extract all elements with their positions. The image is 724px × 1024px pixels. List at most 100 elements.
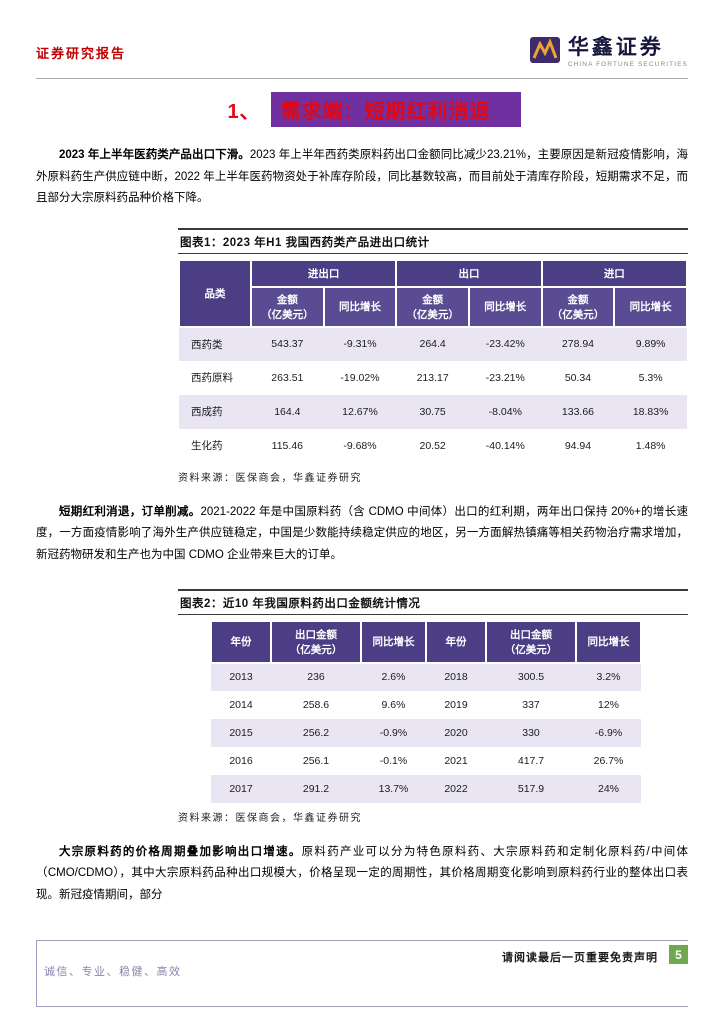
table-cell: 30.75 [419, 405, 446, 418]
table-cell: 2.6% [381, 671, 406, 684]
report-type-label: 证券研究报告 [36, 46, 127, 61]
table-cell: 2018 [444, 671, 468, 684]
amount-unit-label: （亿美元） [551, 308, 605, 321]
brand-name: 华鑫证券 [567, 36, 664, 60]
table-cell: 2013 [229, 671, 253, 684]
table-cell: 13.7% [378, 782, 409, 795]
col-header-yoy: 同比增长 [322, 285, 398, 328]
amount-label: 金额 [567, 293, 589, 306]
col-header-yoy: 同比增长 [467, 285, 543, 328]
page-header: 证券研究报告 华鑫证券 CHINA FORTUNE SECURITIES [36, 34, 688, 71]
table-cell: 236 [307, 671, 325, 684]
header-divider [36, 78, 688, 79]
col-header-yoy: 同比增长 [575, 619, 642, 664]
col-header-amount: 金额 （亿美元） [540, 285, 616, 328]
table-cell: 164.4 [274, 405, 301, 418]
table-cell: 3.2% [596, 671, 621, 684]
figure-2-caption: 图表2：近10 年我国原料药出口金额统计情况 [178, 588, 688, 615]
table-cell: 20.52 [419, 439, 446, 452]
table-cell: 258.6 [302, 698, 330, 711]
paragraph-2: 短期红利消退，订单削减。2021-2022 年是中国原料药（含 CDMO 中间体… [36, 502, 688, 567]
table-row: 西药原料 263.51 -19.02% 213.17 -23.21% 50.34… [179, 360, 687, 395]
col-header-yoy: 同比增长 [360, 619, 427, 664]
table-cell: 256.1 [302, 754, 330, 767]
figure-2-table: 年份 出口金额 （亿美元） 同比增长 年份 出口金额 （亿美元） 同比增长 2013… [210, 619, 642, 803]
table-cell: -23.42% [485, 338, 525, 351]
table-cell: 2014 [229, 698, 253, 711]
paragraph-3-lead: 大宗原料药的价格周期叠加影响出口增速。 [59, 845, 302, 858]
footer-divider [36, 940, 688, 941]
paragraph-2-lead: 短期红利消退，订单削减。 [59, 505, 201, 518]
table-cell: 2019 [444, 698, 468, 711]
table-cell: 2016 [229, 754, 253, 767]
row-category: 生化药 [191, 440, 223, 453]
col-header-yoy: 同比增长 [613, 285, 688, 328]
table-cell: 330 [522, 726, 540, 739]
row-category: 西药原料 [191, 372, 233, 385]
brand-text: 华鑫证券 CHINA FORTUNE SECURITIES [568, 36, 688, 68]
brand-subtitle: CHINA FORTUNE SECURITIES [567, 61, 688, 69]
table-cell: 543.37 [271, 338, 304, 351]
col-header-export-amount: 出口金额 （亿美元） [270, 619, 362, 664]
paragraph-3: 大宗原料药的价格周期叠加影响出口增速。原料药产业可以分为特色原料药、大宗原料药和… [36, 842, 688, 907]
table-cell: 26.7% [593, 754, 624, 767]
table-row: 2017 291.2 13.7% 2022 517.9 24% [211, 774, 641, 803]
table-cell: 12.67% [342, 405, 378, 418]
col-header-year: 年份 [425, 619, 487, 664]
table-cell: 263.51 [271, 371, 304, 384]
paragraph-3-body: 原料药产业可以分为特色原料药、大宗原料药和定制化原料药/中间体（CMO/CDMO… [36, 845, 688, 901]
col-header-export-amount: 出口金额 （亿美元） [485, 619, 577, 664]
footer-bottom-rule [36, 1006, 688, 1007]
table-row: 2014 258.6 9.6% 2019 337 12% [211, 690, 641, 719]
brand-logo-icon [529, 34, 561, 71]
col-group-export: 出口 [395, 258, 543, 288]
table-cell: 213.17 [416, 371, 449, 384]
col-header-amount: 金额 （亿美元） [250, 285, 325, 328]
table-cell: -6.9% [594, 726, 623, 739]
col-group-total: 进出口 [249, 258, 398, 288]
footer-left-rule [36, 940, 37, 1006]
row-category: 西成药 [191, 406, 223, 419]
col-header-category: 品类 [178, 258, 252, 328]
amount-unit-label: （亿美元） [261, 308, 314, 321]
figure-1: 图表1：2023 年H1 我国西药类产品进出口统计 品类 进出口 出口 进口 金… [178, 227, 689, 484]
paragraph-1-body: 2023 年上半年西药类原料药出口金额同比减少23.21%，主要原因是新冠疫情影… [36, 149, 689, 205]
table-row: 2016 256.1 -0.1% 2021 417.7 26.7% [211, 746, 641, 775]
table-cell: 337 [522, 698, 540, 711]
table-cell: -40.14% [485, 439, 525, 452]
paragraph-1-lead: 2023 年上半年医药类产品出口下滑。 [59, 149, 250, 161]
table-cell: -23.21% [485, 371, 525, 384]
table-cell: 278.94 [561, 338, 595, 351]
table-cell: -9.31% [343, 338, 377, 351]
table-cell: 300.5 [517, 671, 545, 684]
paragraph-1: 2023 年上半年医药类产品出口下滑。2023 年上半年西药类原料药出口金额同比… [36, 145, 688, 210]
table-cell: 256.2 [302, 726, 330, 739]
row-category: 西药类 [191, 338, 223, 351]
figure-2: 图表2：近10 年我国原料药出口金额统计情况 年份 出口金额 （亿美元） 同比增长… [178, 588, 688, 824]
section-title-text: 需求端：短期红利消退 [270, 92, 521, 127]
table-cell: 9.6% [381, 698, 406, 711]
table-cell: 417.7 [517, 754, 545, 767]
table-cell: 133.66 [561, 405, 595, 418]
table-cell: 9.89% [635, 338, 666, 351]
table-row: 西成药 164.4 12.67% 30.75 -8.04% 133.66 18.… [179, 394, 687, 429]
section-number: 1、 [227, 101, 261, 123]
page-number-badge: 5 [669, 945, 688, 964]
figure-2-source: 资料来源：医保商会，华鑫证券研究 [178, 812, 362, 824]
table-row: 生化药 115.46 -9.68% 20.52 -40.14% 94.94 1.… [179, 428, 687, 463]
amount-unit-label: （亿美元） [504, 643, 558, 656]
table-cell: 18.83% [632, 405, 669, 418]
table-cell: 94.94 [564, 439, 592, 452]
col-group-import: 进口 [540, 258, 689, 288]
table-cell: -0.9% [379, 726, 408, 739]
table-cell: 264.4 [419, 338, 446, 351]
paragraph-2-body: 2021-2022 年是中国原料药（含 CDMO 中间体）出口的红利期，两年出口… [36, 505, 688, 562]
figure-1-source: 资料来源：医保商会，华鑫证券研究 [178, 472, 362, 484]
figure-1-table: 品类 进出口 出口 进口 金额 （亿美元） 同比增长 金额 （亿美元） 同比增长 金… [178, 258, 689, 463]
amount-label: 金额 [276, 293, 298, 306]
table-row: 西药类 543.37 -9.31% 264.4 -23.42% 278.94 9… [179, 326, 687, 361]
table-cell: 12% [597, 698, 619, 711]
table-cell: -9.68% [343, 439, 377, 452]
table-cell: -19.02% [340, 371, 380, 384]
